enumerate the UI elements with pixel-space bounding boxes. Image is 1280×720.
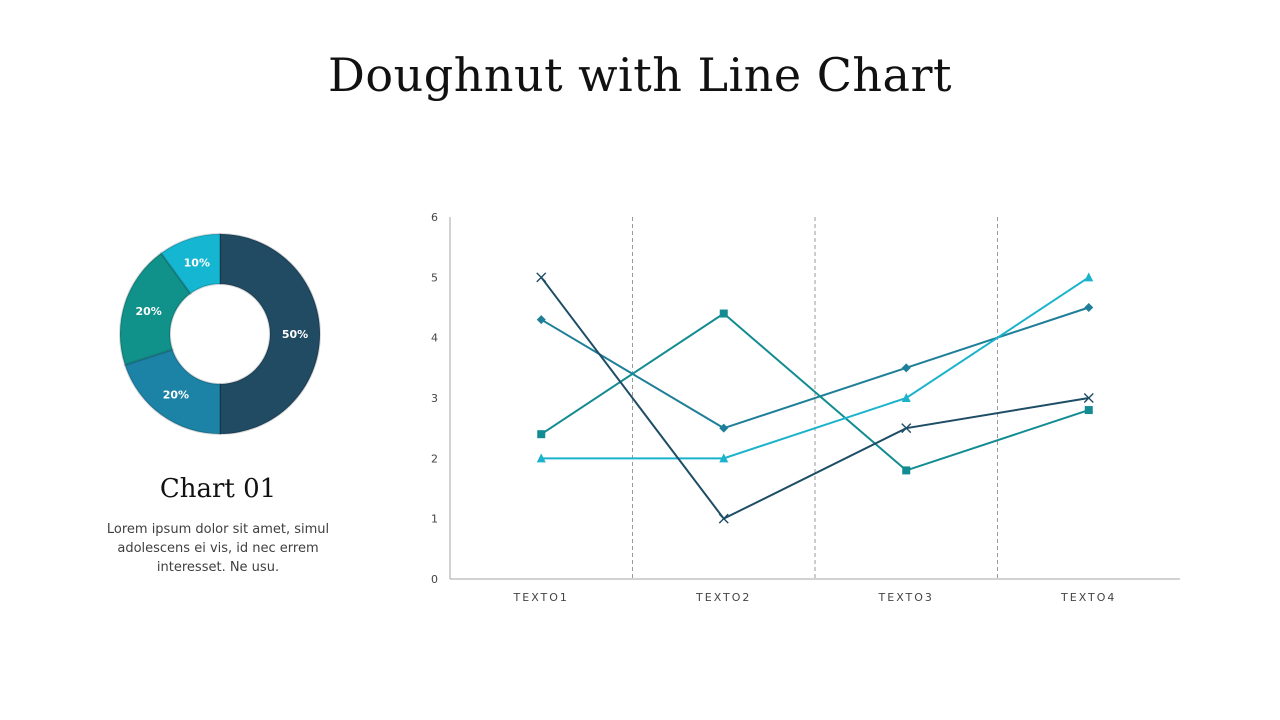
doughnut-slice [119, 251, 193, 367]
slice-label: 10% [184, 257, 210, 270]
y-tick-label: 0 [431, 573, 438, 586]
doughnut-slice [159, 232, 221, 295]
data-point-marker [719, 309, 728, 318]
data-point-marker [901, 363, 911, 373]
slice-label: 20% [135, 305, 161, 318]
y-tick-label: 1 [431, 513, 438, 526]
data-point-marker [719, 453, 729, 463]
x-category-label: TEXTO4 [1060, 591, 1116, 604]
slice-label: 20% [163, 389, 189, 402]
x-category-label: TEXTO1 [513, 591, 569, 604]
data-point-marker [1084, 303, 1094, 312]
data-point-marker [536, 453, 546, 463]
data-point-marker [537, 430, 546, 439]
data-point-marker [1083, 393, 1094, 403]
line-chart: 0 1 2 3 4 5 6 TEXTO1 TEXTO2 TEXTO3 TEXTO4 [431, 211, 1180, 604]
chart-description: Lorem ipsum dolor sit amet, simul adoles… [106, 522, 330, 575]
series-line [541, 276, 1090, 460]
slide-title: Doughnut with Line Chart [328, 48, 952, 102]
data-point-marker [1084, 272, 1094, 282]
y-tick-label: 3 [431, 392, 438, 405]
slice-label: 50% [282, 328, 308, 341]
y-tick-label: 5 [431, 271, 438, 284]
x-category-label: TEXTO3 [878, 591, 934, 604]
data-point-marker [1084, 406, 1093, 415]
x-category-label: TEXTO2 [695, 591, 751, 604]
doughnut-slice [123, 348, 221, 436]
data-point-marker [536, 272, 547, 283]
data-point-marker [718, 513, 729, 524]
data-point-marker [536, 315, 546, 325]
doughnut-slice [219, 232, 321, 436]
doughnut-chart: 50% 20% 20% 10% [119, 232, 321, 436]
chart-caption: Chart 01 [159, 474, 277, 504]
y-tick-label: 4 [431, 332, 438, 345]
data-point-marker [901, 423, 912, 434]
y-tick-label: 2 [431, 452, 438, 465]
data-point-marker [719, 423, 729, 433]
data-point-marker [902, 466, 911, 475]
y-tick-label: 6 [431, 211, 438, 224]
series-line [540, 276, 1089, 520]
data-point-marker [901, 393, 911, 402]
series-line [540, 312, 1090, 472]
